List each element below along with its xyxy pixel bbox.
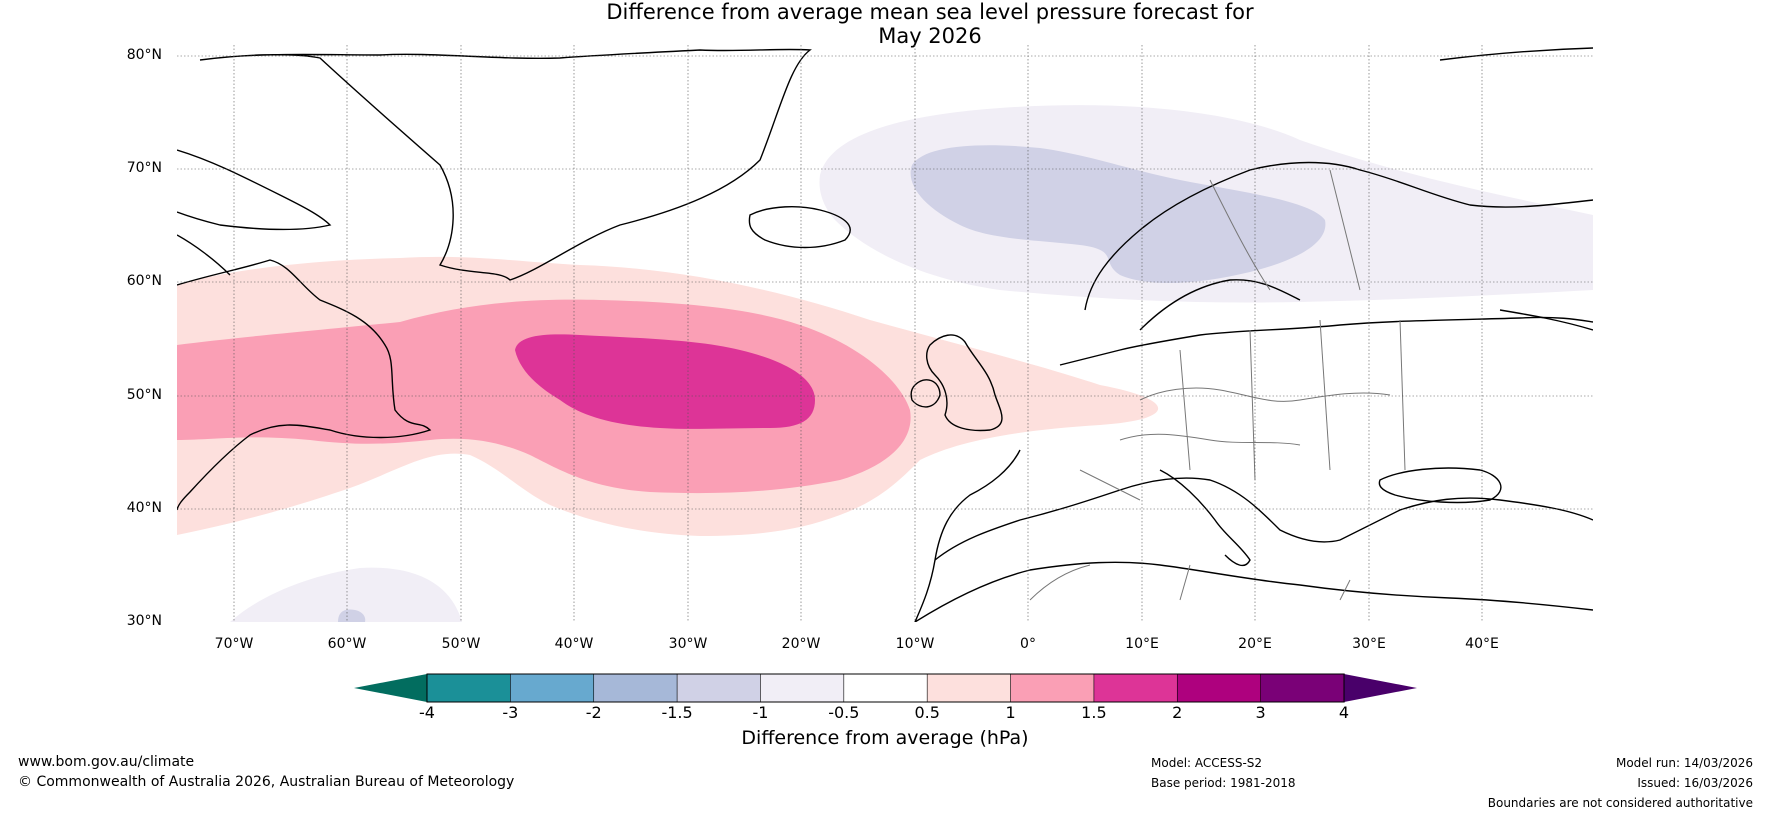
anomaly-minus-1-region (910, 145, 1326, 284)
colorbar-tick-label: -3 (502, 703, 519, 722)
footer-base-period: Base period: 1981-2018 (1151, 776, 1296, 790)
lon-label-20e: 20°E (1238, 636, 1272, 652)
lon-label-40e: 40°E (1465, 636, 1499, 652)
lon-label-40w: 40°W (554, 636, 594, 652)
footer-model-run: Model run: 14/03/2026 (1615, 756, 1753, 770)
footer-website[interactable]: www.bom.gov.au/climate (18, 754, 195, 770)
lat-label-40n: 40°N (126, 500, 162, 516)
title-line-1: Difference from average mean sea level p… (606, 0, 1254, 24)
colorbar-tick-label: -1 (752, 703, 769, 722)
footer-model: Model: ACCESS-S2 (1151, 756, 1263, 770)
lon-label-10w: 10°W (895, 636, 935, 652)
colorbar-tick-label: 1.5 (1081, 703, 1107, 722)
anomaly-minus-1-south (338, 609, 366, 622)
gridlines (177, 45, 1593, 622)
coastlines (177, 47, 1593, 622)
anomaly-minus-0.5-south (230, 567, 462, 622)
lon-label-30e: 30°E (1352, 636, 1386, 652)
lat-label-50n: 50°N (126, 387, 162, 403)
country-borders (1029, 169, 1406, 601)
lon-label-50w: 50°W (441, 636, 481, 652)
title-line-2: May 2026 (878, 24, 982, 48)
colorbar-tick-label: 0.5 (914, 703, 940, 722)
colorbar-tick-label: -2 (585, 703, 602, 722)
lat-label-70n: 70°N (126, 160, 162, 176)
colorbar-tick-label: 1 (1005, 703, 1016, 722)
chart-title: Difference from average mean sea level p… (0, 0, 1770, 48)
lat-label-30n: 30°N (126, 613, 162, 629)
lat-label-80n: 80°N (126, 47, 162, 63)
lon-label-0: 0° (1020, 636, 1036, 652)
lat-label-60n: 60°N (126, 273, 162, 289)
colorbar-tick-label: -0.5 (828, 703, 860, 722)
colorbar-tick-label: 4 (1338, 703, 1350, 722)
colorbar-tick-label: -4 (419, 703, 435, 722)
colorbar-tick-label: -1.5 (661, 703, 693, 722)
footer-disclaimer: Boundaries are not considered authoritat… (1487, 796, 1753, 810)
anomaly-plus-1.5-region (515, 334, 815, 429)
lon-label-30w: 30°W (668, 636, 708, 652)
footer-copyright: © Commonwealth of Australia 2026, Austra… (18, 774, 515, 790)
lon-label-10e: 10°E (1125, 636, 1159, 652)
colorbar-label: Difference from average (hPa) (741, 727, 1029, 749)
colorbar-tick-label: 3 (1255, 703, 1266, 722)
lon-label-20w: 20°W (781, 636, 821, 652)
footer-issued: Issued: 16/03/2026 (1637, 776, 1753, 790)
lon-label-70w: 70°W (214, 636, 254, 652)
lon-label-60w: 60°W (327, 636, 367, 652)
colorbar-tick-label: 2 (1172, 703, 1183, 722)
